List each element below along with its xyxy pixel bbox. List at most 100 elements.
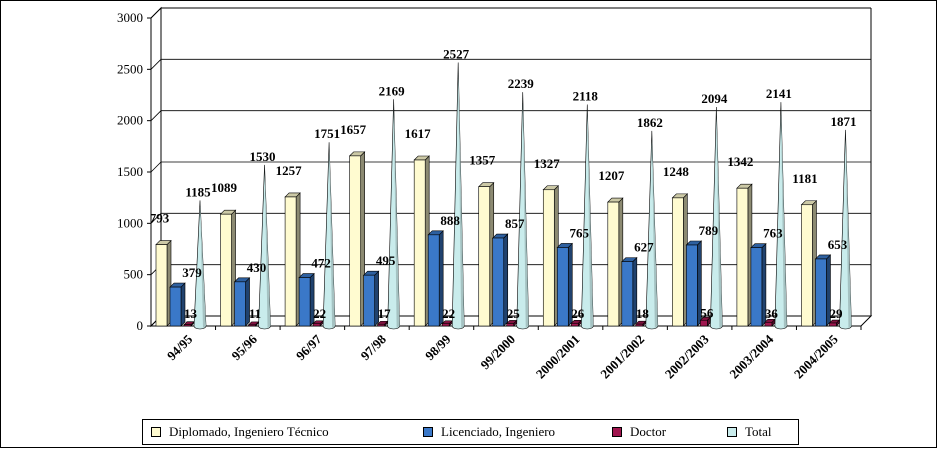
y-tick-label: 0 (137, 318, 144, 333)
data-label: 379 (182, 265, 202, 280)
data-label: 430 (247, 260, 267, 275)
data-label: 2118 (573, 89, 599, 104)
data-label: 472 (311, 256, 331, 271)
y-tick-label: 2500 (117, 61, 143, 76)
data-label: 2094 (701, 91, 728, 106)
legend-swatch (151, 427, 161, 438)
cone-shade (522, 92, 529, 328)
legend-label: Licenciado, Ingeniero (441, 424, 556, 439)
bar (801, 204, 813, 327)
bar (635, 323, 644, 327)
legend-swatch (423, 427, 433, 438)
data-label: 793 (150, 211, 170, 226)
bar (298, 277, 311, 327)
bar (829, 322, 837, 327)
x-tick-label: 2002/2003 (662, 331, 712, 381)
bar-group (621, 256, 638, 327)
y-tick-label: 3000 (117, 10, 143, 25)
x-tick-label: 2001/2002 (597, 332, 647, 382)
legend-item: Diplomado, Ingeniero Técnico (151, 425, 329, 439)
gridline (150, 161, 871, 173)
bar (220, 213, 232, 327)
bar-group (362, 270, 380, 327)
data-label: 765 (570, 225, 590, 240)
data-label: 653 (828, 237, 848, 252)
data-label: 888 (440, 213, 460, 228)
data-label: 56 (700, 305, 714, 320)
bar (312, 323, 321, 327)
gridline (150, 7, 871, 19)
bar (441, 323, 450, 327)
gridline (150, 212, 871, 224)
bar (234, 281, 246, 327)
data-label: 1185 (185, 184, 211, 199)
bar (700, 319, 708, 327)
data-label: 1327 (534, 156, 561, 171)
x-tick-label: 2000/2001 (533, 332, 583, 382)
bar (686, 244, 698, 327)
cone-group (387, 99, 400, 330)
cone-shade (458, 62, 465, 328)
bar (183, 324, 192, 327)
bar-group (607, 197, 624, 327)
cone-shade (264, 164, 271, 328)
cone-group (580, 104, 594, 330)
x-tick-label: 98/99 (422, 331, 454, 363)
data-label: 11 (249, 306, 261, 321)
data-label: 36 (765, 306, 779, 321)
data-label: 22 (313, 306, 326, 321)
bar (413, 159, 426, 327)
bar-group (169, 282, 186, 327)
data-label: 29 (829, 306, 843, 321)
data-label: 25 (507, 306, 521, 321)
data-label: 1871 (830, 114, 856, 129)
legend-item: Total (727, 425, 772, 439)
cone-group (193, 200, 207, 330)
data-label: 22 (442, 306, 455, 321)
bar-group (828, 319, 841, 327)
cone-group (774, 102, 788, 330)
data-label: 1617 (405, 126, 432, 141)
bar (607, 201, 620, 327)
x-tick-label: 97/98 (357, 331, 389, 363)
cone-shade (845, 129, 852, 328)
x-tick-label: 2003/2004 (726, 331, 776, 381)
y-tick-label: 2000 (117, 113, 143, 128)
data-label: 18 (636, 306, 650, 321)
data-label: 26 (571, 306, 585, 321)
cone-shade (780, 102, 787, 328)
legend-label: Total (745, 424, 772, 439)
data-label: 1089 (211, 180, 238, 195)
legend-label: Diplomado, Ingeniero Técnico (169, 424, 329, 439)
legend-swatch (612, 427, 622, 438)
bar (248, 324, 256, 327)
bar-group (814, 254, 832, 327)
data-label: 1257 (276, 163, 303, 178)
cone-group (322, 142, 336, 330)
bar (506, 323, 515, 327)
x-tick-label: 99/2000 (477, 332, 518, 373)
data-label: 1751 (314, 126, 340, 141)
cone-shade (200, 200, 206, 328)
bar-group (800, 200, 818, 327)
data-label: 1657 (340, 122, 367, 137)
legend-swatch (727, 427, 737, 438)
y-tick-label: 1000 (117, 215, 143, 230)
data-label: 1181 (792, 171, 817, 186)
bar-group (298, 272, 315, 327)
cone-shade (651, 130, 658, 328)
data-label: 13 (184, 306, 198, 321)
bar-group (233, 277, 251, 327)
data-label: 1530 (250, 149, 276, 164)
legend-item: Licenciado, Ingeniero (423, 425, 555, 439)
gridline (150, 58, 871, 70)
bar-group (413, 155, 430, 327)
bar (672, 197, 684, 327)
bar-group (284, 192, 301, 327)
cone-group (451, 62, 465, 330)
x-tick-label: 96/97 (293, 331, 325, 363)
data-label: 789 (699, 223, 719, 238)
cone-group (258, 164, 271, 330)
bar (427, 234, 440, 327)
